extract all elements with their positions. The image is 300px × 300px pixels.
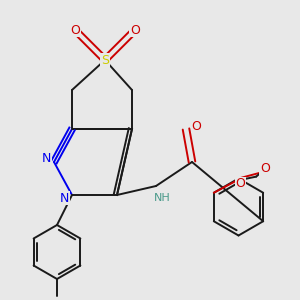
Text: N: N (60, 191, 69, 205)
Text: O: O (235, 177, 245, 190)
Text: S: S (101, 53, 109, 67)
Text: NH: NH (154, 193, 170, 203)
Text: O: O (70, 23, 80, 37)
Text: O: O (192, 119, 201, 133)
Text: O: O (130, 23, 140, 37)
Text: O: O (260, 162, 270, 176)
Text: N: N (42, 152, 51, 166)
